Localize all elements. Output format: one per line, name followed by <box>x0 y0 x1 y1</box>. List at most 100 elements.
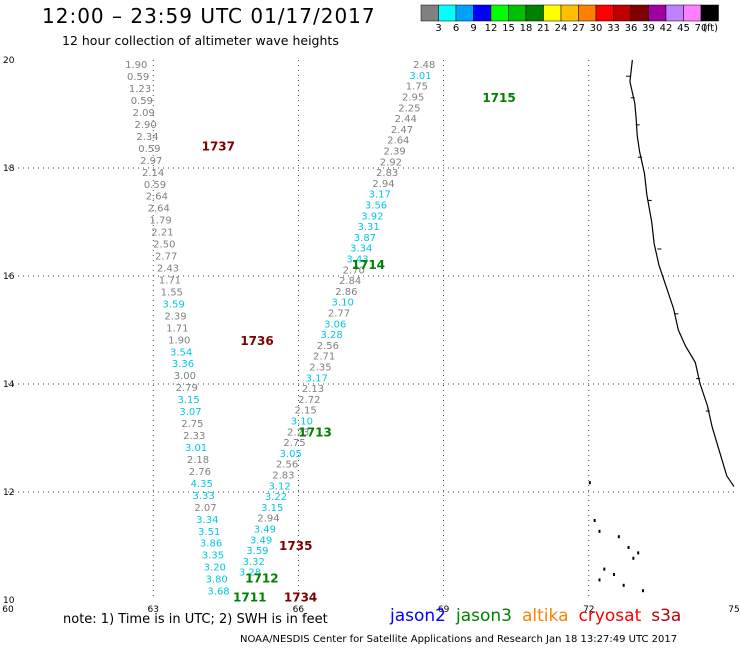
wave-height-label: 0.59 <box>131 96 153 107</box>
wave-height-label: 2.94 <box>372 179 394 190</box>
wave-height-label: 1.79 <box>149 216 171 227</box>
satellite-jason3: jason3 <box>456 606 512 626</box>
legend-label: 45 <box>677 23 690 34</box>
wave-height-label: 3.15 <box>261 503 283 514</box>
wave-height-label: 2.64 <box>148 204 170 215</box>
lat-tick-label: 20 <box>3 56 15 66</box>
wave-height-label: 3.05 <box>280 449 302 460</box>
wave-height-label: 1.55 <box>161 287 183 298</box>
wave-height-label: 3.10 <box>291 417 313 428</box>
legend-label: 33 <box>607 23 620 34</box>
wave-height-label: 2.83 <box>376 168 398 179</box>
wave-height-label: 2.50 <box>153 240 175 251</box>
wave-height-label: 3.36 <box>172 359 194 370</box>
wave-height-label: 2.77 <box>328 309 350 320</box>
wave-height-label: 3.01 <box>409 71 431 82</box>
map-subtitle: 12 hour collection of altimeter wave hei… <box>62 33 339 48</box>
grid <box>8 60 734 600</box>
island <box>598 529 601 533</box>
wave-height-label: 2.97 <box>140 156 162 167</box>
wave-height-label: 1.71 <box>166 323 188 334</box>
island <box>598 578 601 582</box>
wave-height-label: 3.34 <box>196 515 218 526</box>
wave-height-label: 2.77 <box>155 252 177 263</box>
island <box>593 519 596 522</box>
lon-tick-label: 66 <box>293 605 305 615</box>
map-title: 12:00 – 23:59 UTC 01/17/2017 <box>42 4 376 28</box>
wave-height-label: 3.28 <box>320 330 342 341</box>
legend-label: 12 <box>485 23 498 34</box>
wave-height-label: 2.18 <box>187 455 209 466</box>
wave-height-label: 1.90 <box>168 335 190 346</box>
wave-height-label: 2.13 <box>302 384 324 395</box>
wave-height-label: 2.72 <box>298 395 320 406</box>
lat-tick-label: 18 <box>3 164 15 174</box>
island <box>637 551 640 555</box>
satellite-cryosat: cryosat <box>578 606 642 626</box>
wave-height-label: 3.12 <box>269 481 291 492</box>
wave-height-label: 2.14 <box>142 168 164 179</box>
legend-label: 9 <box>470 23 476 34</box>
wave-height-label: 1.23 <box>129 84 151 95</box>
wave-height-label: 2.64 <box>387 136 409 147</box>
wave-height-label: 3.49 <box>250 535 272 546</box>
wave-height-label: 2.83 <box>272 471 294 482</box>
lon-tick-label: 69 <box>438 605 450 615</box>
island <box>627 546 630 549</box>
legend-label: 27 <box>572 23 585 34</box>
wave-height-label: 3.51 <box>198 527 220 538</box>
units-note: note: 1) Time is in UTC; 2) SWH is in fe… <box>63 612 328 627</box>
wave-height-label: 3.59 <box>246 546 268 557</box>
lat-tick-label: 10 <box>3 596 15 606</box>
wave-height-label: 3.87 <box>354 233 376 244</box>
wave-height-label: 0.59 <box>144 180 166 191</box>
lon-tick-label: 72 <box>583 605 594 615</box>
wave-height-label: 3.35 <box>202 551 224 562</box>
wave-height-label: 2.33 <box>183 431 205 442</box>
wave-height-label: 2.25 <box>398 103 420 114</box>
legend-label: 18 <box>520 23 533 34</box>
satellite-jason2: jason2 <box>390 606 446 626</box>
wave-height-label: 3.22 <box>265 492 287 503</box>
legend-unit: (ft) <box>703 23 718 34</box>
wave-height-label: 2.56 <box>276 460 298 471</box>
wave-height-label: 3.17 <box>369 190 391 201</box>
wave-height-label: 2.39 <box>164 311 186 322</box>
wave-height-label: 2.90 <box>134 120 156 131</box>
wave-height-label: 3.56 <box>365 201 387 212</box>
wave-height-label: 3.07 <box>179 407 201 418</box>
legend-label: 36 <box>625 23 638 34</box>
island <box>632 556 635 560</box>
wave-height-label: 2.44 <box>395 114 417 125</box>
pass-label: 1712 <box>245 571 278 585</box>
wave-height-label: 2.71 <box>313 352 335 363</box>
legend-label: 30 <box>590 23 603 34</box>
coastline <box>629 59 735 487</box>
wave-height-label: 3.43 <box>346 255 368 266</box>
wave-height-label: 1.71 <box>159 275 181 286</box>
wave-height-label: 3.00 <box>174 371 196 382</box>
wave-height-label: 4.35 <box>191 479 213 490</box>
wave-height-label: 2.15 <box>294 406 316 417</box>
wave-height-label: 3.80 <box>206 575 228 586</box>
wave-height-label: 3.01 <box>185 443 207 454</box>
wave-height-label: 2.35 <box>309 363 331 374</box>
legend-label: 3 <box>435 23 441 34</box>
satellite-s3a: s3a <box>651 606 682 626</box>
wave-height-label: 1.90 <box>125 60 147 71</box>
wave-height-label: 1.75 <box>406 82 428 93</box>
wave-height-label: 2.95 <box>402 93 424 104</box>
altimeter-tracks: 1.900.591.230.592.092.902.340.592.972.14… <box>125 60 435 597</box>
pass-label: 1713 <box>298 426 331 440</box>
island <box>622 583 625 587</box>
wave-height-label: 3.86 <box>200 539 222 550</box>
wave-height-label: 2.75 <box>283 438 305 449</box>
wave-height-label: 2.39 <box>383 147 405 158</box>
wave-height-label: 2.09 <box>133 108 155 119</box>
wave-height-label: 3.92 <box>361 211 383 222</box>
legend-label: 24 <box>555 23 568 34</box>
wave-height-label: 3.28 <box>239 568 261 579</box>
lon-tick-label: 63 <box>147 605 158 615</box>
legend-label: 15 <box>502 23 515 34</box>
pass-label: 1735 <box>279 539 312 553</box>
